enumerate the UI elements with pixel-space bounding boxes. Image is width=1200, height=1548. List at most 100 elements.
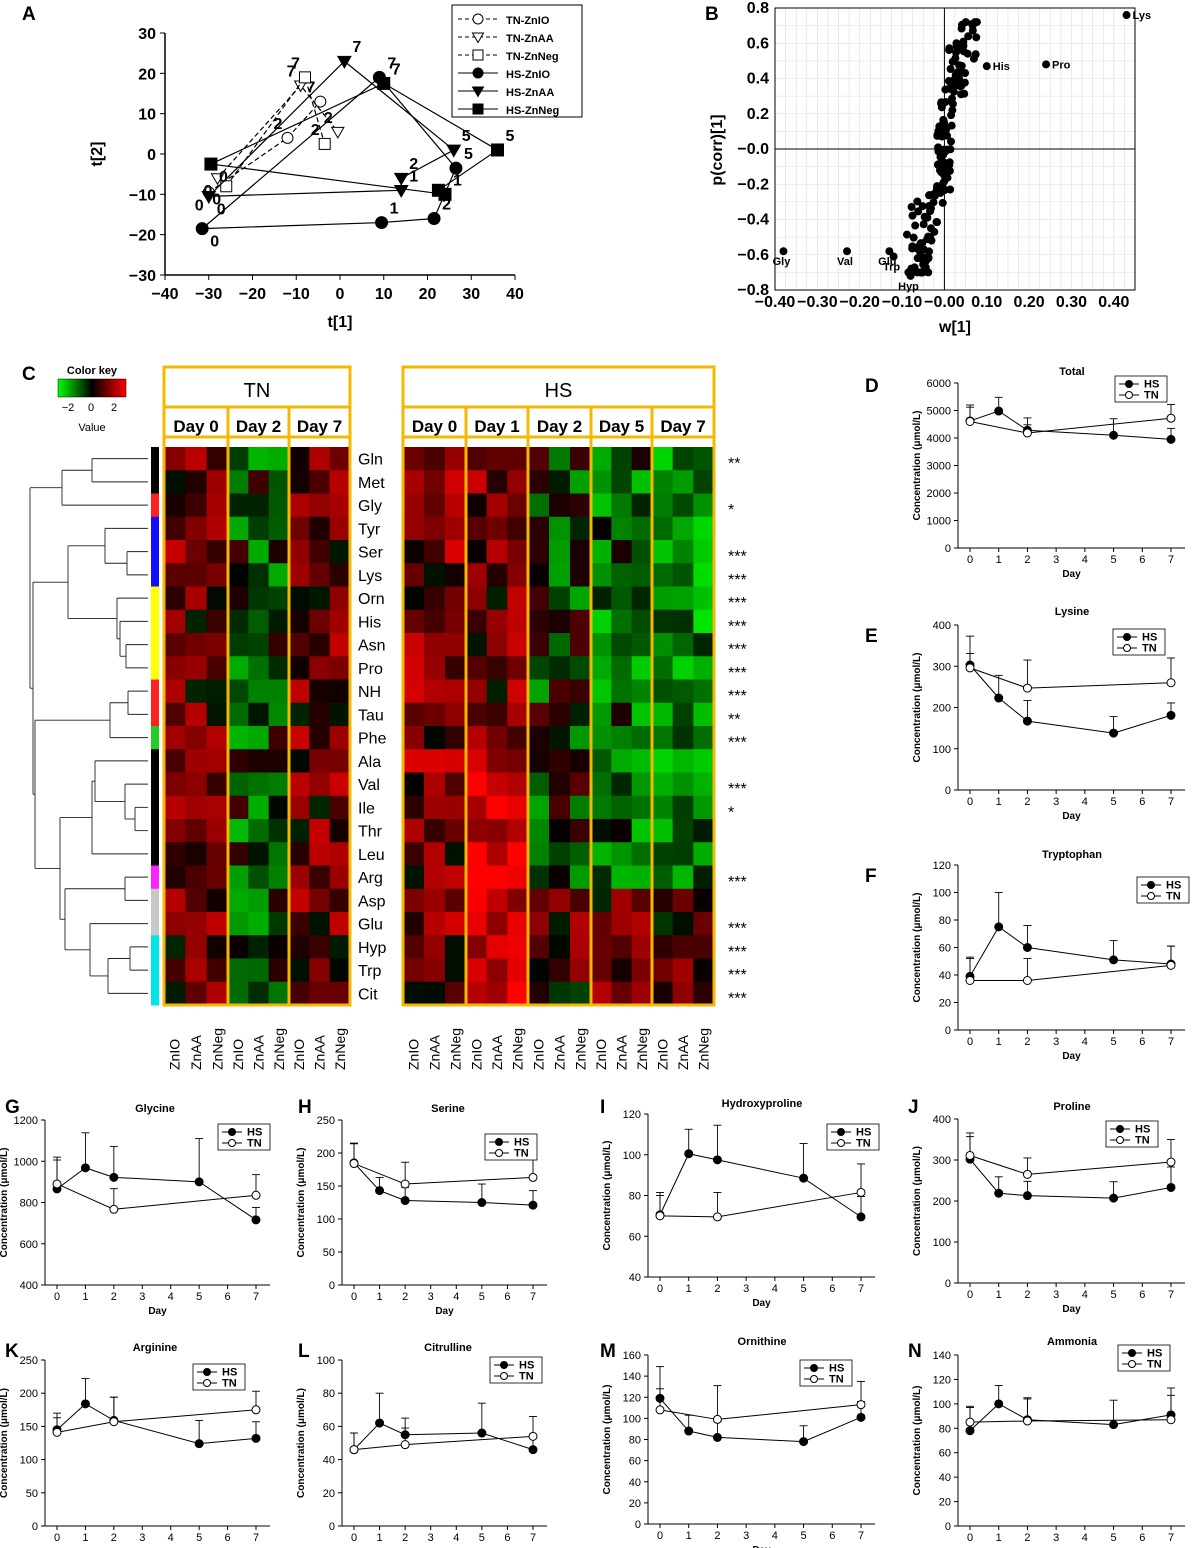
point-label: His xyxy=(993,61,1010,73)
heat-cell xyxy=(289,702,310,727)
heat-cell xyxy=(693,795,715,820)
heat-cell xyxy=(466,819,488,843)
heat-cell xyxy=(329,726,351,750)
heat-cell xyxy=(164,981,186,1006)
heat-cell xyxy=(445,447,467,471)
heat-cell xyxy=(268,656,290,680)
heat-cell xyxy=(652,447,674,471)
heat-cell xyxy=(549,702,571,727)
heat-cell xyxy=(268,540,290,564)
heat-cell xyxy=(549,958,571,983)
point-label: Hyp xyxy=(898,281,919,293)
significance-mark: *** xyxy=(728,549,747,566)
labeled-point xyxy=(843,247,851,256)
point-TN-ZnNeg xyxy=(299,71,311,84)
heat-cell xyxy=(185,772,208,797)
heat-cell xyxy=(268,726,290,750)
y-tick-label: 0 xyxy=(329,1280,335,1292)
heat-cell xyxy=(329,470,351,494)
x-tick-label: 40 xyxy=(506,286,524,303)
heat-cell xyxy=(507,981,529,1006)
heat-cell xyxy=(289,656,310,680)
heat-cell xyxy=(631,726,653,750)
heat-cell xyxy=(289,795,310,820)
heat-cell xyxy=(206,633,229,657)
data-point-HS xyxy=(400,1196,410,1206)
y-axis-label: Concentration (μmol/L) xyxy=(912,1386,923,1496)
heat-cell xyxy=(631,912,653,936)
heat-cell xyxy=(570,586,592,611)
loading-point xyxy=(939,115,948,124)
heat-cell xyxy=(309,540,331,564)
x-tick-label: 0 xyxy=(336,286,345,303)
heat-cell xyxy=(631,702,653,727)
x-tick-label: 4 xyxy=(772,1283,778,1295)
point-label: 0 xyxy=(210,234,219,251)
data-point-HS xyxy=(684,1426,694,1436)
heat-cell xyxy=(268,586,290,611)
data-point-HS xyxy=(994,1399,1004,1409)
legend-item: HS xyxy=(856,1127,871,1139)
heat-cell xyxy=(445,888,467,913)
heat-cell xyxy=(206,563,229,587)
heat-cell xyxy=(486,842,508,866)
heat-cell xyxy=(528,470,550,494)
labeled-point xyxy=(982,62,991,71)
day-label: Day 1 xyxy=(474,417,519,436)
data-point-HS xyxy=(1022,716,1032,726)
y-tick-label: 80 xyxy=(629,1435,641,1447)
day-label: Day 2 xyxy=(537,417,582,436)
legend-marker xyxy=(837,1128,845,1136)
heat-cell xyxy=(248,865,270,890)
point-HS-ZnNeg xyxy=(431,183,445,197)
heat-cell xyxy=(268,633,290,657)
legend-box xyxy=(451,4,583,118)
heat-cell xyxy=(329,912,351,936)
y-tick-label: 0.4 xyxy=(747,71,769,88)
loading-point xyxy=(942,125,951,134)
x-tick-label: 0 xyxy=(351,1291,357,1303)
significance-mark: *** xyxy=(728,990,747,1007)
heat-cell xyxy=(591,772,612,797)
heat-cell xyxy=(652,842,674,866)
heat-cell xyxy=(693,749,715,773)
heat-cell xyxy=(228,447,249,471)
heat-cell xyxy=(693,865,715,890)
y-tick-label: 400 xyxy=(20,1280,38,1292)
data-point-HS xyxy=(994,693,1004,703)
y-axis-label: p(corr)[1] xyxy=(709,114,726,185)
data-point-TN xyxy=(965,417,975,426)
heat-cell xyxy=(185,888,208,913)
heat-cell xyxy=(693,958,715,983)
x-tick-label: −0.40 xyxy=(755,294,796,311)
heat-cell xyxy=(528,609,550,634)
cluster-color xyxy=(151,912,159,936)
heat-cell xyxy=(329,656,351,680)
data-point-HS xyxy=(1109,728,1119,738)
heat-cell xyxy=(164,842,186,866)
x-tick-label: −0.20 xyxy=(839,294,880,311)
heat-cell xyxy=(631,888,653,913)
data-point-TN xyxy=(349,1445,359,1455)
x-tick-label: 3 xyxy=(1053,1036,1059,1048)
x-tick-label: 4 xyxy=(1082,1532,1088,1544)
data-point-TN xyxy=(655,1211,665,1221)
heat-cell xyxy=(570,726,592,750)
heat-cell xyxy=(466,679,488,704)
column-label: ZnIO xyxy=(593,1039,609,1070)
data-point-TN xyxy=(1166,960,1176,970)
heat-cell xyxy=(185,516,208,541)
panel-label-j: J xyxy=(908,1097,919,1118)
heat-cell xyxy=(466,702,488,727)
heat-cell xyxy=(652,609,674,634)
heat-cell xyxy=(486,447,508,471)
legend-marker xyxy=(1125,391,1133,399)
y-tick-label: 0.8 xyxy=(747,0,769,17)
heat-cell xyxy=(445,981,467,1006)
legend-item: HS xyxy=(519,1360,534,1372)
column-label: ZnAA xyxy=(489,1034,505,1070)
y-tick-label: 150 xyxy=(317,1181,335,1193)
loading-point xyxy=(939,145,948,154)
loading-point xyxy=(923,253,932,262)
heat-cell xyxy=(693,447,715,471)
